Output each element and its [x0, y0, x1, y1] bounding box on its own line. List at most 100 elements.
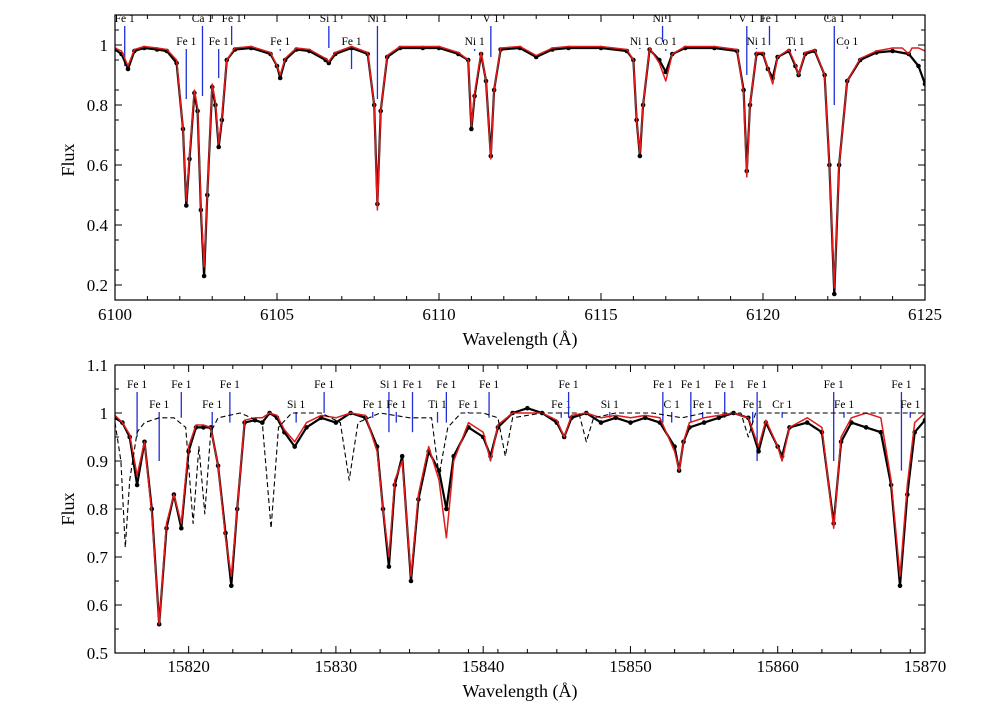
line-id-label: Fe 1	[127, 379, 147, 391]
observed-data-point	[832, 291, 837, 297]
observed-data-point	[863, 425, 869, 430]
observed-spectrum-line	[115, 46, 925, 296]
observed-data-point	[201, 425, 206, 430]
line-id-label: Ti 1	[428, 399, 447, 411]
line-id-label: Fe 1	[891, 379, 911, 391]
line-id-label: Fe 1	[824, 379, 844, 391]
line-id-label: Si 1	[320, 13, 338, 25]
y-tick-label: 0.2	[87, 276, 108, 295]
observed-data-point	[333, 420, 339, 425]
line-id-label: Fe 1	[559, 379, 579, 391]
line-id-label: Fe 1	[479, 379, 499, 391]
y-tick-label: 0.8	[87, 96, 108, 115]
y-tick-label: 1.1	[87, 356, 108, 375]
bottom-spectrum-panel: Fe 1Fe 1Fe 1Fe 1Fe 1Si 1Fe 1Fe 1Si 1Fe 1…	[58, 356, 946, 702]
y-tick-label: 0.8	[87, 500, 108, 519]
line-id-label: Fe 1	[693, 399, 713, 411]
x-tick-label: 15820	[167, 657, 210, 676]
observed-data-point	[326, 60, 332, 66]
line-id-label: Co 1	[836, 36, 858, 48]
bottom-y-axis-label: Flux	[58, 492, 78, 525]
y-tick-label: 0.4	[87, 216, 109, 235]
bottom-line-identifications: Fe 1Fe 1Fe 1Fe 1Fe 1Si 1Fe 1Fe 1Si 1Fe 1…	[127, 379, 921, 471]
line-id-label: Fe 1	[436, 379, 456, 391]
observed-data-point	[628, 420, 633, 425]
observed-data-point	[125, 66, 131, 72]
line-id-label: Fe 1	[747, 379, 767, 391]
line-id-label: Ti 1	[786, 36, 805, 48]
model-spectrum-line	[115, 45, 925, 289]
line-id-label: Fe 1	[171, 379, 191, 391]
observed-data-point	[916, 63, 921, 69]
observed-data-point	[598, 420, 604, 425]
y-tick-label: 0.7	[87, 548, 109, 567]
x-tick-label: 15860	[756, 657, 799, 676]
top-axis-ticks: 6100 6105 6110 6115 6120 6125 0.2 0.4 0.6 0.8 1	[87, 15, 942, 324]
line-id-label: Fe 1	[834, 399, 854, 411]
line-id-label: Fe 1	[314, 379, 334, 391]
line-id-label: Ca 1	[192, 13, 214, 25]
observed-data-point	[292, 444, 298, 449]
y-tick-label: 0.6	[87, 156, 108, 175]
observed-data-point	[525, 405, 530, 411]
line-id-label: Fe 1	[115, 13, 135, 25]
line-id-label: V 1	[738, 13, 755, 25]
line-id-label: Si 1	[380, 379, 398, 391]
line-id-label: Ni 1	[746, 36, 766, 48]
line-id-label: Fe 1	[402, 379, 422, 391]
x-tick-label: 6120	[746, 305, 780, 324]
line-id-label: Fe 1	[149, 399, 169, 411]
observed-data-point	[216, 144, 221, 150]
x-tick-label: 15840	[462, 657, 505, 676]
line-id-label: Fe 1	[209, 36, 229, 48]
observed-data-point	[229, 583, 234, 589]
y-tick-label: 0.5	[87, 644, 108, 663]
line-id-label: C 1	[664, 399, 681, 411]
line-id-label: Fe 1	[743, 399, 763, 411]
x-tick-label: 15850	[609, 657, 652, 676]
observed-data-point	[444, 506, 449, 512]
line-id-label: Fe 1	[759, 13, 779, 25]
top-spectrum-series	[115, 45, 925, 297]
x-tick-label: 15830	[315, 657, 358, 676]
line-id-label: V 1	[482, 13, 499, 25]
observed-data-point	[613, 415, 618, 421]
line-id-label: Fe 1	[222, 13, 242, 25]
line-id-label: Fe 1	[681, 379, 701, 391]
observed-data-point	[184, 203, 189, 208]
observed-data-point	[701, 420, 707, 425]
line-id-label: Fe 1	[900, 399, 920, 411]
model-spectrum-line	[115, 412, 925, 625]
x-tick-label: 6115	[584, 305, 617, 324]
line-id-label: Fe 1	[715, 379, 735, 391]
observed-data-point	[637, 153, 643, 159]
line-id-label: Fe 1	[551, 399, 571, 411]
line-id-label: Fe 1	[220, 379, 240, 391]
line-id-label: Ni 1	[465, 36, 485, 48]
observed-data-point	[804, 420, 810, 425]
line-id-label: Fe 1	[270, 36, 290, 48]
y-tick-label: 0.6	[87, 596, 108, 615]
top-spectrum-panel: Fe 1Fe 1Ca 1Fe 1Fe 1Fe 1Si 1Fe 1Ni 1Ni 1…	[58, 13, 942, 350]
top-plot-frame	[114, 14, 926, 301]
x-tick-label: 6105	[260, 305, 294, 324]
y-tick-label: 1	[100, 36, 109, 55]
y-tick-label: 0.9	[87, 452, 108, 471]
observed-data-point	[277, 75, 283, 81]
observed-data-point	[386, 564, 392, 569]
telluric-spectrum-line	[115, 412, 925, 548]
line-id-label: Ni 1	[630, 36, 650, 48]
line-id-label: Co 1	[655, 36, 677, 48]
observed-data-point	[304, 425, 309, 430]
line-id-label: Si 1	[601, 399, 619, 411]
observed-data-point	[533, 54, 539, 60]
line-id-label: Fe 1	[386, 399, 406, 411]
x-tick-label: 6110	[422, 305, 455, 324]
bottom-axis-ticks: 15820 15830 15840 15850 15860 15870 0.5 0.6 0.7 0…	[87, 356, 947, 676]
observed-data-point	[756, 449, 761, 454]
observed-data-point	[399, 453, 405, 459]
observed-data-point	[878, 429, 884, 435]
line-id-label: Ni 1	[652, 13, 672, 25]
top-x-axis-label: Wavelength (Å)	[462, 329, 577, 350]
